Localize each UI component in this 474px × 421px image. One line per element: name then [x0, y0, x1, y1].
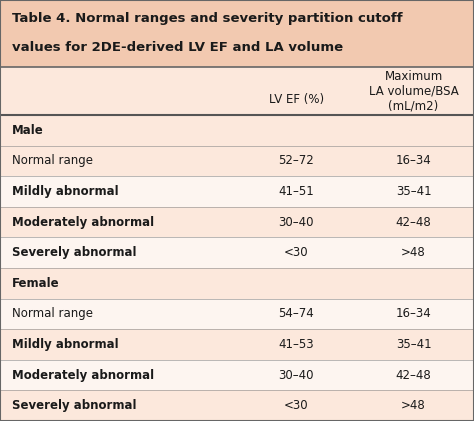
Bar [0, 67, 474, 115]
Text: Mildly abnormal: Mildly abnormal [12, 338, 118, 351]
Text: Mildly abnormal: Mildly abnormal [12, 185, 118, 198]
Text: LV EF (%): LV EF (%) [269, 93, 324, 106]
Text: 16–34: 16–34 [396, 155, 431, 167]
Bar [0, 115, 474, 146]
Text: 42–48: 42–48 [396, 216, 431, 229]
Text: Normal range: Normal range [12, 307, 93, 320]
Text: Moderately abnormal: Moderately abnormal [12, 216, 154, 229]
Text: 30–40: 30–40 [279, 216, 314, 229]
Text: 52–72: 52–72 [278, 155, 314, 167]
Bar [0, 268, 474, 298]
Text: values for 2DE-derived LV EF and LA volume: values for 2DE-derived LV EF and LA volu… [12, 41, 343, 54]
Bar [0, 360, 474, 390]
Bar [0, 329, 474, 360]
Bar [0, 207, 474, 237]
Text: 42–48: 42–48 [396, 369, 431, 381]
Text: Male: Male [12, 124, 44, 137]
Text: 54–74: 54–74 [278, 307, 314, 320]
Text: >48: >48 [401, 246, 426, 259]
Text: (mL/m2): (mL/m2) [388, 100, 439, 113]
Bar [0, 176, 474, 207]
Text: >48: >48 [401, 399, 426, 412]
Text: <30: <30 [284, 399, 309, 412]
Text: 41–53: 41–53 [278, 338, 314, 351]
Text: 35–41: 35–41 [396, 338, 431, 351]
Text: 41–51: 41–51 [278, 185, 314, 198]
Text: Female: Female [12, 277, 59, 290]
Text: 30–40: 30–40 [279, 369, 314, 381]
Text: Moderately abnormal: Moderately abnormal [12, 369, 154, 381]
Text: Table 4. Normal ranges and severity partition cutoff: Table 4. Normal ranges and severity part… [12, 12, 402, 25]
Text: <30: <30 [284, 246, 309, 259]
Text: Maximum: Maximum [384, 70, 443, 83]
Text: 35–41: 35–41 [396, 185, 431, 198]
Bar [0, 237, 474, 268]
Bar [0, 0, 474, 67]
Text: Severely abnormal: Severely abnormal [12, 399, 137, 412]
Bar [0, 146, 474, 176]
Text: LA volume/BSA: LA volume/BSA [369, 84, 458, 97]
Text: Normal range: Normal range [12, 155, 93, 167]
Text: 16–34: 16–34 [396, 307, 431, 320]
Bar [0, 390, 474, 421]
Text: Severely abnormal: Severely abnormal [12, 246, 137, 259]
Bar [0, 298, 474, 329]
